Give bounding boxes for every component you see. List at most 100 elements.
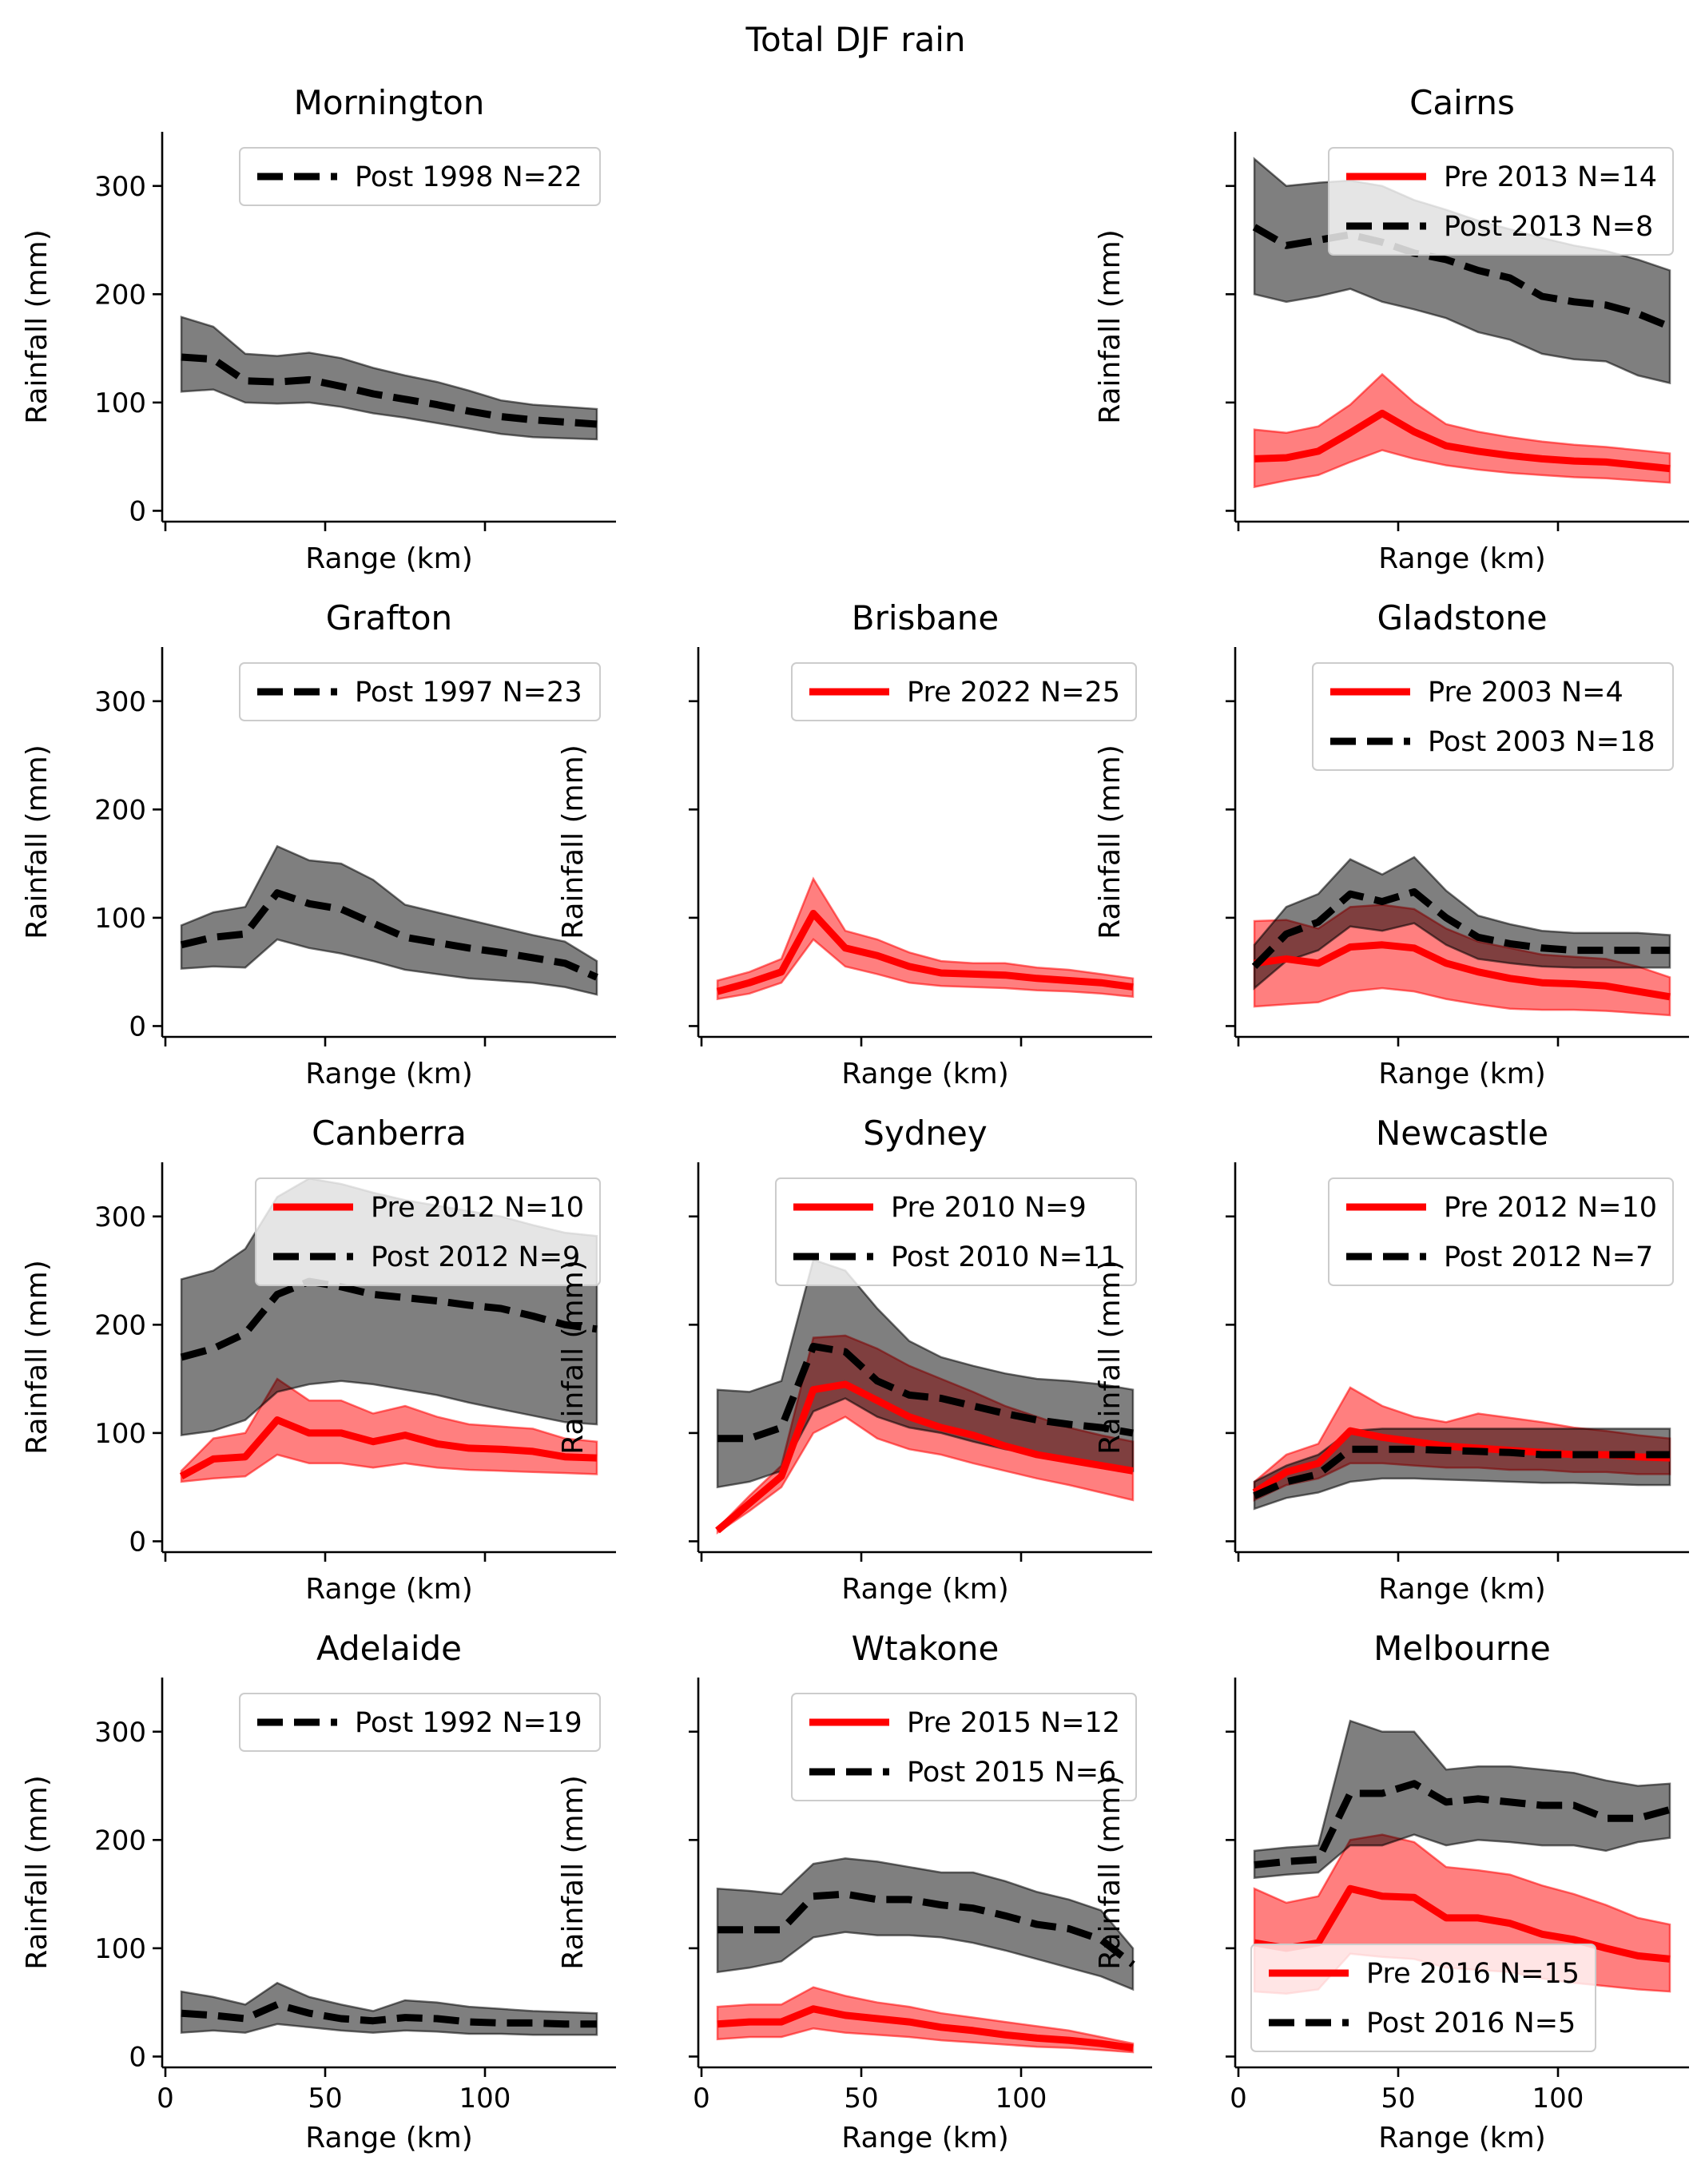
newcastle-legend-label: Pre 2012 N=10 [1444, 1192, 1657, 1224]
cairns-legend: Pre 2013 N=14 Post 2013 N=8 [1328, 147, 1674, 256]
grafton-title: Grafton [326, 598, 452, 637]
mornington-legend: Post 1998 N=22 [239, 147, 601, 206]
mornington-y-axis-label: Rainfall (mm) [21, 229, 54, 424]
canberra-pre-2012-n-10-line [179, 1416, 598, 1480]
grafton-post-1997-n-23-line [180, 889, 598, 981]
melbourne-y-axis-label: Rainfall (mm) [1094, 1775, 1127, 1970]
grafton-legend: Post 1997 N=23 [239, 662, 601, 721]
canberra-legend-label: Post 2012 N=9 [371, 1241, 580, 1273]
canberra-title: Canberra [312, 1114, 467, 1153]
melbourne-legend: Pre 2016 N=15 Post 2016 N=5 [1250, 1944, 1596, 2052]
mornington-y-tick-label: 300 [94, 171, 146, 203]
adelaide-legend: Post 1992 N=19 [239, 1693, 601, 1752]
sydney-post-2010-n-11-band [716, 1258, 1135, 1489]
canberra-y-axis-label: Rainfall (mm) [21, 1260, 54, 1455]
melbourne-post-2016-n-5-line [1254, 1780, 1671, 1868]
newcastle-title: Newcastle [1376, 1114, 1548, 1153]
adelaide-post-1992-n-19-line [181, 2000, 597, 2028]
brisbane-pre-2022-n-25-band [716, 876, 1135, 1001]
brisbane-y-axis-label: Rainfall (mm) [557, 745, 590, 939]
canberra-pre-2012-n-10-band [180, 1377, 598, 1483]
brisbane-legend-label: Pre 2022 N=25 [907, 677, 1120, 709]
adelaide-panel: Adelaide 0 50 100 0 100 200 300 Range (km) Rainfa… [21, 1629, 616, 2154]
sydney-legend-label: Pre 2010 N=9 [891, 1192, 1087, 1224]
melbourne-x-tick-label: 50 [1381, 2083, 1415, 2115]
sydney-post-2010-n-11-line [717, 1342, 1134, 1443]
canberra-legend-label: Pre 2012 N=10 [371, 1192, 584, 1224]
mornington-x-axis-label: Range (km) [305, 542, 473, 575]
cairns-pre-2013-n-14-band [1253, 372, 1671, 489]
cairns-panel: Cairns Range (km) Rainfall (mm) Pre 2013 N=… [1094, 83, 1689, 575]
wtakone-x-tick-label: 0 [693, 2083, 710, 2115]
adelaide-legend-label: Post 1992 N=19 [355, 1707, 582, 1739]
grafton-y-tick-label: 0 [129, 1011, 146, 1042]
wtakone-y-axis-label: Rainfall (mm) [557, 1775, 590, 1970]
brisbane-legend: Pre 2022 N=25 [791, 662, 1137, 721]
sydney-x-axis-label: Range (km) [841, 1573, 1009, 1606]
gladstone-legend-label: Post 2003 N=18 [1428, 726, 1655, 758]
adelaide-x-tick-label: 100 [459, 2083, 511, 2115]
mornington-legend-frame [239, 147, 601, 206]
brisbane-panel: Brisbane Range (km) Rainfall (mm) Pre 2022 … [557, 598, 1152, 1090]
canberra-panel: Canberra 0 100 200 300 Range (km) Rainfall (mm… [21, 1114, 616, 1606]
melbourne-x-tick-label: 100 [1532, 2083, 1584, 2115]
adelaide-x-axis-label: Range (km) [305, 2122, 473, 2154]
gladstone-panel: Gladstone Range (km) Rainfall (mm) Pre 2003… [1094, 598, 1689, 1090]
brisbane-title: Brisbane [852, 598, 1000, 637]
grafton-panel: Grafton 0 100 200 300 Range (km) Rainfall (mm)… [21, 598, 616, 1090]
canberra-y-tick-label: 100 [94, 1418, 146, 1450]
melbourne-post-2016-n-5-band [1253, 1719, 1671, 1880]
gladstone-post-2003-n-18-band [1253, 856, 1671, 991]
melbourne-pre-2016-n-15-line [1254, 1884, 1671, 1963]
sydney-pre-2010-n-9-line [715, 1380, 1134, 1534]
grafton-post-1997-n-23-band [180, 844, 598, 996]
newcastle-x-axis-label: Range (km) [1378, 1573, 1546, 1606]
melbourne-legend-label: Post 2016 N=5 [1366, 2007, 1576, 2039]
cairns-post-2013-n-8-line [1252, 224, 1671, 331]
gladstone-legend: Pre 2003 N=4 Post 2003 N=18 [1312, 662, 1674, 771]
wtakone-title: Wtakone [852, 1629, 1000, 1668]
wtakone-x-tick-label: 100 [996, 2083, 1047, 2115]
adelaide-y-tick-label: 100 [94, 1933, 146, 1965]
brisbane-legend-frame [791, 662, 1137, 721]
brisbane-pre-2022-n-25-line [716, 910, 1134, 995]
grafton-y-tick-label: 300 [94, 686, 146, 718]
cairns-pre-2013-n-14-line [1254, 409, 1671, 473]
mornington-title: Mornington [294, 83, 485, 122]
melbourne-x-tick-label: 0 [1230, 2083, 1247, 2115]
grafton-y-axis-label: Rainfall (mm) [21, 745, 54, 939]
adelaide-y-tick-label: 0 [129, 2041, 146, 2073]
cairns-legend-label: Post 2013 N=8 [1444, 211, 1653, 243]
grafton-legend-frame [239, 662, 601, 721]
mornington-post-1998-n-22-line [181, 353, 598, 428]
grafton-y-tick-label: 100 [94, 903, 146, 935]
canberra-legend: Pre 2012 N=10 Post 2012 N=9 [255, 1177, 601, 1286]
mornington-legend-label: Post 1998 N=22 [355, 161, 582, 193]
canberra-y-tick-label: 300 [94, 1201, 146, 1233]
gladstone-y-axis-label: Rainfall (mm) [1094, 745, 1127, 939]
mornington-panel: Mornington 0 100 200 300 Range (km) Rainfall (… [21, 83, 616, 575]
gladstone-x-axis-label: Range (km) [1378, 1058, 1546, 1090]
adelaide-post-1992-n-19-band [180, 1981, 598, 2036]
newcastle-y-axis-label: Rainfall (mm) [1094, 1260, 1127, 1455]
figure-title: Total DJF rain [745, 20, 966, 59]
newcastle-post-2012-n-7-line [1253, 1445, 1670, 1499]
adelaide-x-tick-label: 50 [308, 2083, 342, 2115]
mornington-y-tick-label: 100 [94, 387, 146, 419]
cairns-x-axis-label: Range (km) [1378, 542, 1546, 575]
sydney-legend: Pre 2010 N=9 Post 2010 N=11 [775, 1177, 1137, 1286]
mornington-y-tick-label: 200 [94, 279, 146, 311]
adelaide-x-tick-label: 0 [157, 2083, 174, 2115]
wtakone-pre-2015-n-12-line [717, 2005, 1134, 2052]
wtakone-x-tick-label: 50 [844, 2083, 878, 2115]
newcastle-legend-label: Post 2012 N=7 [1444, 1241, 1653, 1273]
newcastle-post-2012-n-7-band [1253, 1428, 1671, 1511]
grafton-x-axis-label: Range (km) [305, 1058, 473, 1090]
canberra-x-axis-label: Range (km) [305, 1573, 473, 1606]
cairns-legend-label: Pre 2013 N=14 [1444, 161, 1657, 193]
sydney-title: Sydney [863, 1114, 988, 1153]
newcastle-pre-2012-n-10-line [1252, 1427, 1671, 1496]
gladstone-post-2003-n-18-line [1251, 887, 1670, 970]
